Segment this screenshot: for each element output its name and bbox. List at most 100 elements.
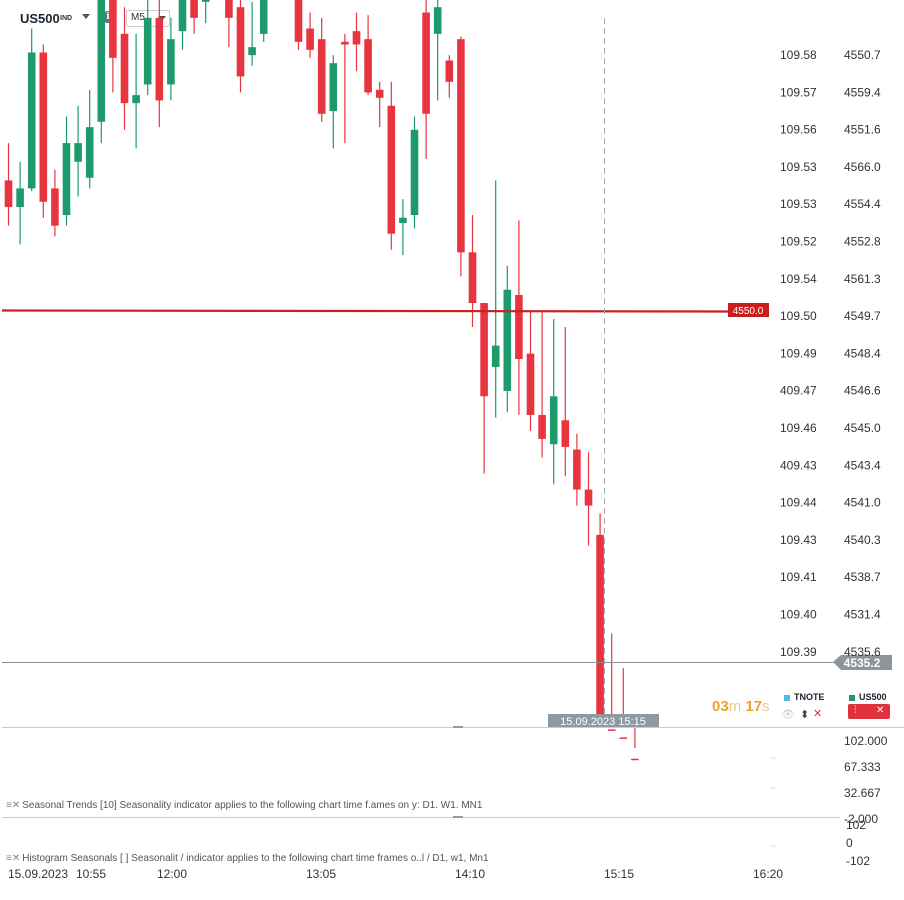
pane-resize-handle-1	[453, 726, 463, 728]
crosshair-date-bg	[548, 714, 659, 728]
y-axis-right: 4550.7 4559.4 4551.6 4566.0 4554.4 4552.8 4561…	[844, 48, 881, 659]
y-tick-label-left: 409.47	[780, 384, 817, 398]
candle-body	[619, 737, 628, 739]
candle-body	[433, 7, 442, 34]
candle-icon[interactable]: ⫶	[854, 705, 857, 716]
y-tick-label-left: 109.39	[780, 645, 817, 659]
candle-body	[538, 414, 546, 439]
y-axis-left: 109.58 109.57 109.56 109.53 109.53 109.52 109.…	[780, 48, 817, 659]
candle-body	[387, 105, 396, 234]
symbol-name[interactable]: US500	[20, 11, 60, 26]
symbol-type: IND	[60, 15, 73, 22]
candle-body	[201, 0, 210, 2]
last-price-tag: 4535.2	[844, 656, 881, 670]
candle-body	[16, 188, 24, 208]
y-tick-label-left: 409.43	[780, 458, 817, 472]
y-tick-label-right: 4550.7	[844, 48, 881, 62]
x-label-time: 14:10	[455, 867, 486, 881]
histogram-label[interactable]: ≡✕ Histogram Seasonals [ ] Seasonalit / i…	[6, 853, 489, 864]
candle-body	[97, 0, 106, 122]
y-tick-label-left: 109.53	[780, 197, 817, 211]
candle-body	[375, 89, 384, 98]
y-tick-label-left: 109.49	[780, 346, 817, 360]
seasonal-scale: 102.000 67.333 32.667 -2.000	[844, 734, 888, 826]
candle-body	[607, 729, 616, 731]
us500-series-controls[interactable]: ⫶ ✕	[848, 704, 890, 719]
last-price-tag-bg	[833, 655, 892, 670]
candle-body	[352, 31, 361, 45]
horizontal-level-line	[1, 309, 729, 313]
candle-body	[526, 353, 535, 415]
y-tick-label-right: 4554.4	[844, 197, 881, 211]
symbol-dropdown-icon[interactable]	[82, 14, 90, 19]
y-tick-label-left: 109.53	[780, 160, 817, 174]
pane-resize-handle-2	[453, 816, 463, 818]
y-tick-label-right: 4540.3	[844, 533, 881, 547]
x-label-time: 10:55	[76, 867, 107, 881]
y-tick-label-left: 109.46	[780, 421, 817, 435]
candles	[4, 0, 639, 761]
candle-body	[491, 345, 500, 367]
y-tick-label-right: 4538.7	[844, 570, 881, 584]
y-tick-label-left: 109.50	[780, 309, 817, 323]
y-tick-label-left: 109.57	[780, 85, 817, 99]
candle-body	[248, 47, 256, 56]
candle-body	[341, 41, 349, 45]
indicator-menu-icon[interactable]: ≡✕	[6, 800, 21, 811]
close-icon[interactable]: ✕	[813, 708, 823, 720]
y-tick-label-left: 109.56	[780, 123, 817, 137]
y-tick-label-left: 109.40	[780, 608, 817, 622]
candle-body	[259, 0, 268, 34]
candle-body	[74, 143, 82, 162]
timeframe-value: M5	[131, 12, 145, 23]
y-tick-label-right: 4559.4	[844, 85, 881, 99]
tnote-swatch	[784, 694, 790, 701]
candle-body	[132, 95, 140, 104]
candle-body	[468, 252, 477, 304]
candle-body	[294, 0, 303, 42]
candle-body	[584, 489, 593, 506]
legend-tnote[interactable]: TNOTE	[784, 692, 825, 702]
candle-body	[422, 12, 430, 114]
candle-body	[51, 188, 59, 226]
y-tick-label-left: 109.41	[780, 570, 817, 584]
candle-body	[143, 17, 152, 85]
level-tag[interactable]: 4550.0	[733, 306, 764, 317]
candle-body	[329, 63, 338, 112]
eye-icon[interactable]: 👁	[781, 709, 795, 721]
candle-body	[236, 7, 245, 77]
y-tick-label-right: 4549.7	[844, 309, 881, 323]
y-tick-label-left: 109.54	[780, 272, 817, 286]
candle-body	[190, 0, 198, 18]
x-label-time: 13:05	[306, 867, 337, 881]
indicator-menu-icon[interactable]: ≡✕	[6, 853, 21, 864]
y-tick-label-right: 4552.8	[844, 235, 881, 249]
y-tick-label-right: 4543.4	[844, 458, 881, 472]
candle-body	[306, 28, 314, 50]
candle-body	[85, 127, 94, 178]
y-tick-label-right: 4548.4	[844, 346, 881, 360]
candle-body	[445, 60, 454, 82]
close-series-icon[interactable]: ✕	[876, 705, 885, 716]
candle-body	[573, 449, 581, 490]
x-label-time: 12:00	[157, 867, 188, 881]
candle-timer: 03m 17s	[712, 698, 770, 715]
level-tag-bg	[728, 303, 769, 317]
seasonal-trends-label[interactable]: ≡✕ Seasonal Trends [10] Seasonality indic…	[6, 800, 483, 811]
candle-body	[62, 143, 71, 216]
candle-body	[4, 180, 13, 208]
candle-body	[178, 0, 187, 32]
candle-body	[503, 289, 512, 391]
candle-body	[109, 0, 117, 58]
y-tick-label-left: 109.43	[780, 533, 817, 547]
y-tick-label-right: 4551.6	[844, 123, 881, 137]
y-tick-label-right: 4531.4	[844, 608, 881, 622]
crosshair-date: 15.09.2023 15:15	[560, 716, 646, 728]
candle-body	[39, 52, 48, 202]
sort-arrows-icon[interactable]: ⬍	[800, 709, 810, 721]
candle-body	[457, 39, 465, 253]
candle-body	[225, 0, 233, 18]
candle-body	[561, 420, 570, 447]
legend-us500[interactable]: US500	[849, 692, 887, 702]
